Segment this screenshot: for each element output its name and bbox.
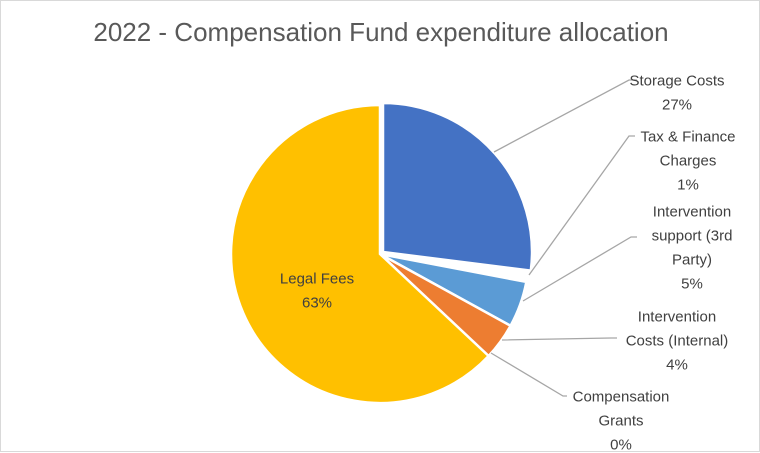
data-label-tax-finance-charges: Tax & Finance Charges 1%: [640, 128, 735, 193]
data-label-storage-costs: Storage Costs 27%: [629, 72, 724, 113]
data-label-intervention-costs-internal: Intervention Costs (Internal) 4%: [626, 308, 729, 373]
leader-line-intervention-costs-internal: [501, 337, 617, 341]
leader-line-storage-costs: [493, 79, 637, 153]
leader-line-compensation-grants: [490, 352, 567, 397]
pie-slice-legal-fees: [229, 103, 491, 405]
data-label-compensation-grants: Compensation Grants 0%: [573, 388, 670, 453]
data-label-intervention-support-3rd-party: Intervention support (3rd Party) 5%: [652, 203, 733, 292]
leader-line-intervention-support-3rd-party: [522, 236, 637, 302]
data-label-legal-fees: Legal Fees 63%: [280, 270, 354, 311]
pie-slice-storage-costs: [381, 101, 534, 273]
leader-line-tax-finance-charges: [528, 135, 635, 276]
chart-title: 2022 - Compensation Fund expenditure all…: [93, 17, 669, 47]
